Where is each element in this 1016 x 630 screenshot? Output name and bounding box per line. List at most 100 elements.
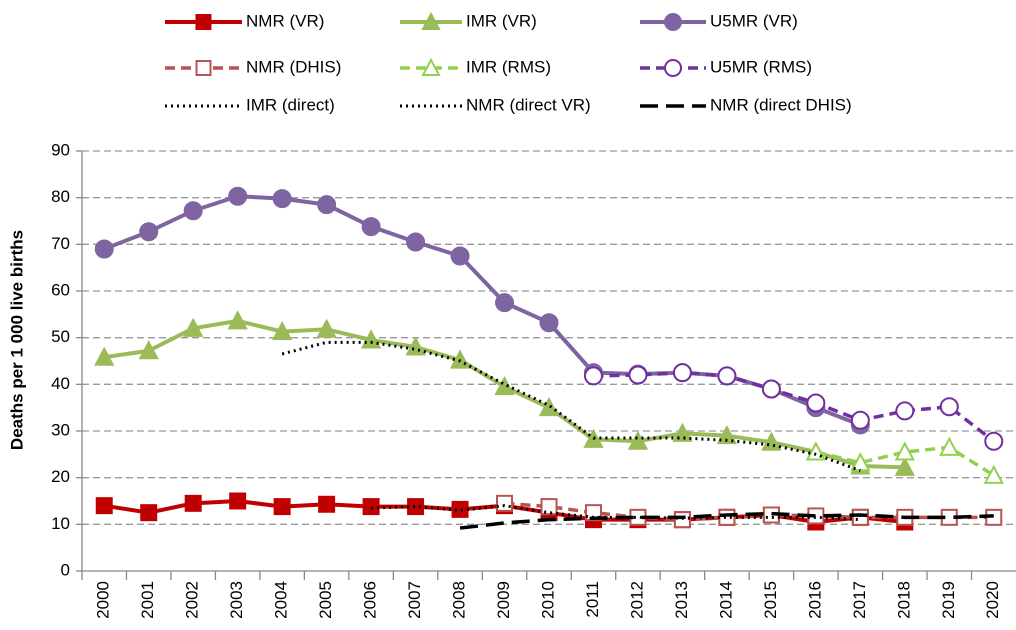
marker bbox=[318, 495, 336, 513]
marker bbox=[672, 363, 692, 383]
legend-item: U5MR (RMS) bbox=[640, 57, 812, 77]
marker bbox=[227, 310, 248, 330]
x-tick-label: 2001 bbox=[138, 581, 157, 619]
legend-item: IMR (direct) bbox=[165, 95, 335, 114]
y-axis-label: Deaths per 1 000 live births bbox=[7, 230, 26, 450]
series-line bbox=[371, 504, 861, 522]
marker bbox=[539, 313, 559, 333]
marker bbox=[894, 456, 915, 476]
marker bbox=[716, 425, 738, 445]
y-tick-label: 70 bbox=[51, 234, 70, 253]
x-tick-label: 2012 bbox=[627, 581, 646, 619]
x-tick-label: 2016 bbox=[805, 581, 824, 619]
series-line bbox=[281, 340, 861, 473]
x-tick-label: 2019 bbox=[939, 581, 958, 619]
marker bbox=[538, 397, 560, 417]
legend-item: U5MR (VR) bbox=[640, 11, 798, 31]
marker bbox=[421, 11, 441, 30]
marker bbox=[850, 410, 870, 430]
marker bbox=[628, 365, 648, 385]
legend-label: NMR (direct DHIS) bbox=[710, 95, 852, 114]
marker bbox=[271, 320, 293, 341]
marker bbox=[939, 397, 959, 417]
marker bbox=[983, 464, 1004, 484]
marker bbox=[895, 401, 915, 421]
legend-label: NMR (VR) bbox=[246, 11, 324, 30]
marker bbox=[761, 379, 781, 399]
legend-item: NMR (direct DHIS) bbox=[640, 95, 852, 114]
legend-item: IMR (RMS) bbox=[400, 57, 551, 76]
y-tick-label: 50 bbox=[51, 327, 70, 346]
x-tick-label: 2003 bbox=[227, 581, 246, 619]
marker bbox=[361, 217, 381, 237]
x-tick-label: 2002 bbox=[183, 581, 202, 619]
marker bbox=[495, 293, 515, 313]
marker bbox=[360, 329, 382, 349]
marker bbox=[138, 340, 159, 360]
marker bbox=[851, 508, 869, 526]
x-tick-label: 2009 bbox=[494, 581, 513, 619]
marker bbox=[450, 246, 470, 266]
marker bbox=[272, 189, 292, 209]
series bbox=[583, 363, 1004, 451]
series-line bbox=[593, 370, 995, 443]
marker bbox=[229, 492, 247, 510]
x-tick-label: 2014 bbox=[716, 581, 735, 619]
x-tick-label: 2020 bbox=[983, 581, 1002, 619]
marker bbox=[195, 60, 212, 76]
y-tick-label: 20 bbox=[51, 467, 70, 486]
legend-label: U5MR (RMS) bbox=[710, 57, 812, 76]
marker bbox=[94, 346, 115, 366]
marker bbox=[939, 436, 960, 456]
marker bbox=[184, 494, 202, 512]
marker bbox=[583, 366, 603, 386]
legend-item: NMR (direct VR) bbox=[400, 95, 591, 114]
x-tick-label: 2011 bbox=[583, 581, 602, 618]
legend-label: U5MR (VR) bbox=[710, 11, 798, 30]
marker bbox=[627, 430, 649, 450]
legend-label: NMR (DHIS) bbox=[246, 57, 341, 76]
marker bbox=[664, 13, 682, 31]
y-tick-label: 40 bbox=[51, 374, 70, 393]
marker bbox=[139, 222, 159, 242]
marker bbox=[451, 500, 469, 518]
y-tick-label: 10 bbox=[51, 514, 70, 533]
marker bbox=[496, 494, 514, 512]
x-tick-label: 2015 bbox=[761, 581, 780, 619]
series bbox=[496, 494, 1003, 529]
marker bbox=[183, 201, 203, 221]
marker bbox=[273, 498, 291, 516]
legend-label: IMR (direct) bbox=[246, 95, 335, 114]
series-line bbox=[459, 511, 994, 530]
legend-label: NMR (direct VR) bbox=[466, 95, 591, 114]
marker bbox=[95, 497, 113, 515]
x-tick-label: 2010 bbox=[538, 581, 557, 619]
series bbox=[371, 504, 861, 522]
legend-item: NMR (VR) bbox=[165, 11, 324, 30]
x-tick-label: 2013 bbox=[672, 581, 691, 619]
y-tick-label: 80 bbox=[51, 187, 70, 206]
marker bbox=[894, 441, 915, 461]
marker bbox=[718, 508, 736, 526]
marker bbox=[183, 317, 204, 337]
marker bbox=[94, 239, 114, 259]
y-tick-label: 0 bbox=[61, 560, 70, 579]
series-line bbox=[815, 445, 995, 477]
x-tick-label: 2004 bbox=[272, 581, 291, 619]
legend-item: IMR (VR) bbox=[400, 11, 537, 30]
marker bbox=[717, 366, 737, 386]
series bbox=[281, 340, 861, 473]
x-tick-label: 2006 bbox=[361, 581, 380, 619]
x-tick-label: 2017 bbox=[850, 581, 869, 619]
marker bbox=[984, 431, 1004, 451]
series bbox=[94, 186, 870, 435]
y-tick-label: 90 bbox=[51, 140, 70, 159]
marker bbox=[195, 14, 212, 30]
y-tick-label: 60 bbox=[51, 280, 70, 299]
x-tick-label: 2000 bbox=[94, 581, 113, 619]
marker bbox=[584, 504, 602, 522]
series bbox=[459, 511, 994, 530]
marker bbox=[494, 376, 515, 396]
legend-label: IMR (RMS) bbox=[466, 57, 551, 76]
marker bbox=[806, 393, 826, 413]
